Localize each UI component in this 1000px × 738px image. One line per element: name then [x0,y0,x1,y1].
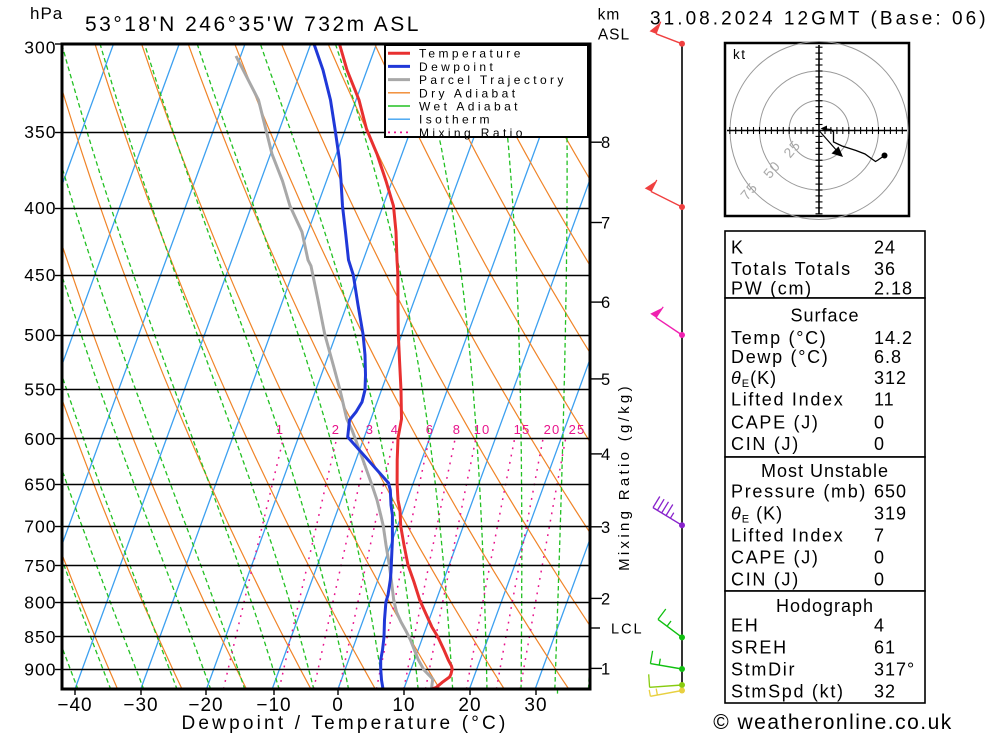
svg-text:32: 32 [874,682,896,702]
svg-text:317°: 317° [874,660,915,680]
svg-text:θE (K): θE (K) [731,504,783,526]
svg-text:850: 850 [24,627,56,647]
svg-text:8: 8 [601,134,610,152]
svg-text:10: 10 [474,422,491,437]
svg-text:20: 20 [544,422,561,437]
svg-text:3: 3 [601,519,610,537]
svg-text:5: 5 [601,371,610,389]
svg-text:450: 450 [24,265,56,285]
svg-text:StmSpd (kt): StmSpd (kt) [731,682,845,702]
svg-text:10: 10 [392,695,415,716]
svg-text:Dewpoint: Dewpoint [419,60,496,74]
svg-text:km: km [598,7,621,24]
svg-text:Hodograph: Hodograph [776,596,874,616]
svg-text:EH: EH [731,616,759,636]
svg-text:53°18'N 246°35'W 732m ASL: 53°18'N 246°35'W 732m ASL [85,13,421,36]
svg-text:© weatheronline.co.uk: © weatheronline.co.uk [713,711,953,733]
svg-text:61: 61 [874,638,896,658]
svg-text:4: 4 [601,446,610,464]
svg-text:11: 11 [874,390,895,410]
svg-text:36: 36 [874,259,896,279]
svg-text:350: 350 [24,122,56,142]
svg-text:0: 0 [874,434,885,454]
svg-text:14.2: 14.2 [874,328,913,348]
svg-text:CAPE (J): CAPE (J) [731,548,820,568]
svg-text:6: 6 [426,422,434,437]
svg-text:Dewpoint / Temperature (°C): Dewpoint / Temperature (°C) [181,713,508,733]
svg-text:550: 550 [24,379,56,399]
svg-text:30: 30 [524,695,547,716]
svg-text:500: 500 [24,325,56,345]
svg-text:3: 3 [366,422,374,437]
svg-text:−40: −40 [57,695,92,716]
svg-text:6: 6 [601,294,610,312]
svg-text:700: 700 [24,517,56,537]
svg-text:StmDir: StmDir [731,660,796,680]
svg-text:4: 4 [391,422,399,437]
svg-text:Totals Totals: Totals Totals [731,259,852,279]
svg-text:ASL: ASL [598,27,630,44]
svg-text:Temperature: Temperature [419,47,524,61]
svg-text:Mixing Ratio (g/kg): Mixing Ratio (g/kg) [616,383,633,571]
svg-text:900: 900 [24,660,56,680]
svg-text:SREH: SREH [731,638,788,658]
svg-text:0: 0 [874,570,885,590]
svg-text:Temp (°C): Temp (°C) [731,328,828,348]
svg-text:31.08.2024 12GMT (Base: 06): 31.08.2024 12GMT (Base: 06) [650,9,989,30]
svg-text:θE(K): θE(K) [731,368,777,390]
svg-text:650: 650 [24,474,56,494]
svg-text:Surface: Surface [790,306,859,326]
svg-text:0: 0 [874,548,885,568]
svg-text:−10: −10 [256,695,291,716]
svg-text:Parcel Trajectory: Parcel Trajectory [419,73,567,87]
svg-text:Dry Adiabat: Dry Adiabat [419,86,518,100]
svg-text:1: 1 [601,660,610,678]
svg-text:Pressure (mb): Pressure (mb) [731,482,867,502]
svg-text:312: 312 [874,368,907,388]
svg-text:2: 2 [601,590,610,608]
svg-text:kt: kt [733,47,747,62]
svg-text:Dewp (°C): Dewp (°C) [731,347,830,367]
svg-text:7: 7 [874,526,885,546]
svg-text:CIN (J): CIN (J) [731,570,800,590]
svg-text:−20: −20 [188,695,223,716]
svg-text:400: 400 [24,198,56,218]
svg-text:24: 24 [874,238,896,258]
svg-text:−30: −30 [123,695,158,716]
svg-text:CAPE (J): CAPE (J) [731,413,820,433]
svg-text:1: 1 [276,422,284,437]
svg-text:2: 2 [332,422,340,437]
svg-text:Mixing Ratio: Mixing Ratio [419,126,526,140]
svg-text:4: 4 [874,616,885,636]
svg-text:Wet Adiabat: Wet Adiabat [419,100,521,114]
svg-text:300: 300 [24,38,56,58]
svg-text:0: 0 [874,413,885,433]
svg-text:Isotherm: Isotherm [419,113,493,127]
svg-text:25: 25 [569,422,586,437]
svg-text:15: 15 [514,422,531,437]
svg-text:hPa: hPa [30,4,63,23]
svg-text:750: 750 [24,556,56,576]
svg-text:20: 20 [458,695,481,716]
svg-text:CIN (J): CIN (J) [731,434,800,454]
svg-text:7: 7 [601,215,610,233]
svg-text:8: 8 [453,422,461,437]
svg-text:Lifted Index: Lifted Index [731,526,844,546]
svg-text:Lifted Index: Lifted Index [731,390,844,410]
svg-text:0: 0 [332,695,344,716]
svg-text:K: K [731,238,745,258]
svg-text:PW (cm): PW (cm) [731,279,813,299]
svg-text:319: 319 [874,504,907,524]
svg-text:600: 600 [24,429,56,449]
svg-text:Most Unstable: Most Unstable [761,461,889,481]
svg-text:800: 800 [24,593,56,613]
svg-text:650: 650 [874,482,907,502]
svg-text:6.8: 6.8 [874,347,902,367]
svg-text:LCL: LCL [611,622,644,638]
svg-text:2.18: 2.18 [874,279,913,299]
